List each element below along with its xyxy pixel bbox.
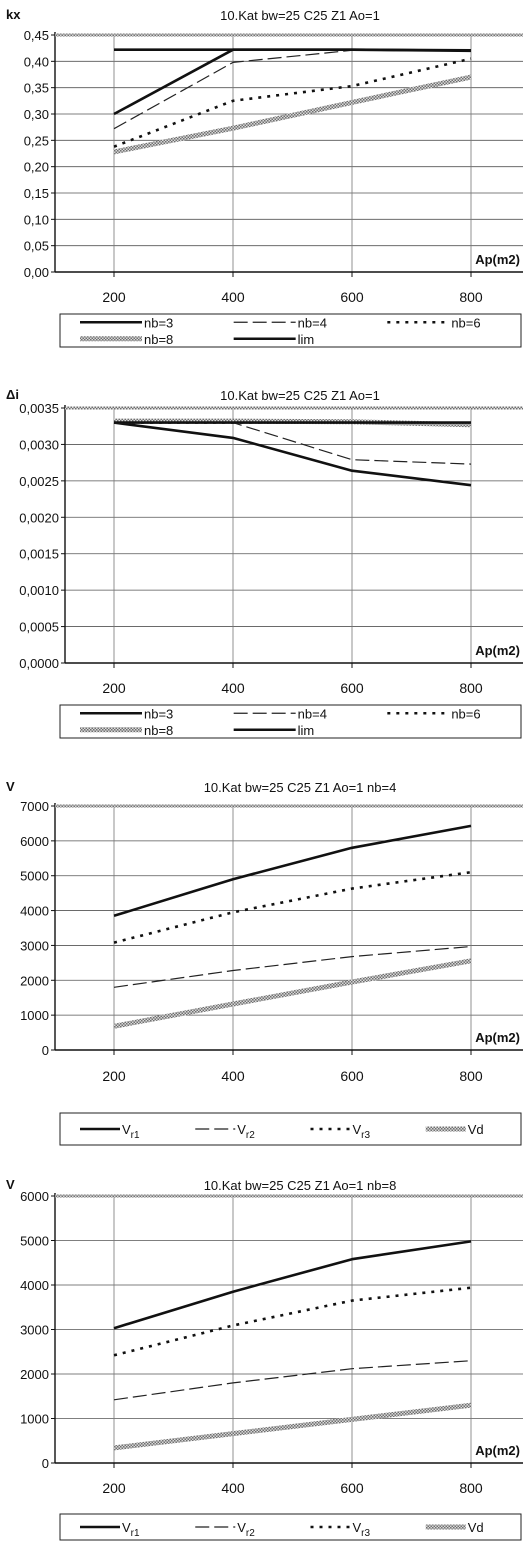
legend-label-4: nb=8 xyxy=(144,332,173,347)
series-line-3 xyxy=(113,1286,472,1357)
x-axis-label: Ap(m2) xyxy=(475,643,520,658)
x-tick-label: 600 xyxy=(340,1480,364,1496)
legend-label-1: nb=3 xyxy=(144,315,173,330)
y-tick-label: 0,00 xyxy=(24,265,49,280)
y-tick-label: 5000 xyxy=(20,869,49,884)
y-tick-label: 6000 xyxy=(20,834,49,849)
y-tick-label: 5000 xyxy=(20,1234,49,1249)
legend-label-4: Vd xyxy=(468,1520,484,1535)
legend-subscript: r3 xyxy=(361,1130,370,1141)
series-line-5 xyxy=(114,48,472,52)
x-tick-label: 400 xyxy=(221,680,245,696)
legend-label-4: Vd xyxy=(468,1122,484,1137)
y-axis-label: V xyxy=(6,1177,15,1192)
y-tick-label: 4000 xyxy=(20,904,49,919)
y-axis-label: V xyxy=(6,779,15,794)
y-tick-label: 1000 xyxy=(20,1008,49,1023)
y-tick-label: 0,05 xyxy=(24,239,49,254)
y-tick-label: 0,0015 xyxy=(19,547,59,562)
x-tick-label: 600 xyxy=(340,289,364,305)
series-line-1 xyxy=(113,421,472,487)
legend-label-4: nb=8 xyxy=(144,723,173,738)
y-tick-label: 7000 xyxy=(20,799,49,814)
series-line-1 xyxy=(113,824,472,918)
x-tick-label: 200 xyxy=(102,1480,126,1496)
chart-3: 10.Kat bw=25 C25 Z1 Ao=1 nb=4 V 0 1000 2000 3… xyxy=(6,779,523,1146)
x-axis-label: Ap(m2) xyxy=(475,252,520,267)
series-line-4 xyxy=(113,74,472,155)
legend-box xyxy=(59,313,522,348)
legend-label-1: nb=3 xyxy=(144,706,173,721)
y-tick-label: 0,0010 xyxy=(19,583,59,598)
x-tick-label: 800 xyxy=(459,1068,483,1084)
y-axis-label: Δi xyxy=(6,387,19,402)
series-line-2 xyxy=(113,945,472,988)
chart-title: 10.Kat bw=25 C25 Z1 Ao=1 nb=8 xyxy=(204,1178,397,1193)
x-tick-label: 800 xyxy=(459,1480,483,1496)
y-tick-label: 2000 xyxy=(20,1367,49,1382)
y-tick-label: 0,20 xyxy=(24,160,49,175)
y-tick-label: 2000 xyxy=(20,973,49,988)
y-tick-label: 4000 xyxy=(20,1278,49,1293)
series-line-3 xyxy=(113,870,472,944)
legend-box xyxy=(59,704,522,739)
y-tick-label: 0,0030 xyxy=(19,437,59,452)
y-tick-label: 0 xyxy=(42,1043,49,1058)
legend-label-5: lim xyxy=(298,723,315,738)
series-line-3 xyxy=(113,57,472,148)
legend-label-2: nb=4 xyxy=(298,706,327,721)
y-tick-label: 0,0035 xyxy=(19,401,59,416)
y-tick-label: 0,35 xyxy=(24,81,49,96)
y-tick-label: 0,0005 xyxy=(19,620,59,635)
x-tick-label: 200 xyxy=(102,289,126,305)
chart-2: 10.Kat bw=25 C25 Z1 Ao=1 Δi 0,0000 0,0005 0,… xyxy=(6,387,523,739)
y-tick-label: 1000 xyxy=(20,1412,49,1427)
series-line-1 xyxy=(113,48,472,116)
x-tick-label: 400 xyxy=(221,1480,245,1496)
legend-label-3: nb=6 xyxy=(451,706,480,721)
legend-label-2: nb=4 xyxy=(298,315,327,330)
legend-subscript: r2 xyxy=(246,1528,255,1539)
legend-subscript: r1 xyxy=(131,1528,140,1539)
x-tick-label: 200 xyxy=(102,680,126,696)
y-tick-label: 0,0025 xyxy=(19,474,59,489)
y-tick-label: 6000 xyxy=(20,1189,49,1204)
x-tick-label: 600 xyxy=(340,1068,364,1084)
y-tick-label: 0,15 xyxy=(24,186,49,201)
y-tick-label: 0,0000 xyxy=(19,656,59,671)
y-tick-label: 0,30 xyxy=(24,107,49,122)
series-line-4 xyxy=(113,1402,472,1451)
chart-4: 10.Kat bw=25 C25 Z1 Ao=1 nb=8 V 0 1000 2000 3… xyxy=(6,1177,523,1541)
x-tick-label: 200 xyxy=(102,1068,126,1084)
chart-1: 10.Kat bw=25 C25 Z1 Ao=1 kx 0,00 0,05 0,10 0,… xyxy=(6,7,523,348)
chart-title: 10.Kat bw=25 C25 Z1 Ao=1 xyxy=(220,388,380,403)
x-tick-label: 600 xyxy=(340,680,364,696)
series-line-4 xyxy=(113,958,472,1029)
x-tick-label: 400 xyxy=(221,289,245,305)
series-line-1 xyxy=(113,1240,472,1330)
y-tick-label: 0,45 xyxy=(24,28,49,43)
legend-label-5: lim xyxy=(298,332,315,347)
x-tick-label: 400 xyxy=(221,1068,245,1084)
y-tick-label: 0,10 xyxy=(24,212,49,227)
legend-label-3: nb=6 xyxy=(451,315,480,330)
y-tick-label: 0,40 xyxy=(24,54,49,69)
y-tick-label: 3000 xyxy=(20,1323,49,1338)
y-axis-label: kx xyxy=(6,7,21,22)
legend-subscript: r1 xyxy=(131,1130,140,1141)
chart-title: 10.Kat bw=25 C25 Z1 Ao=1 xyxy=(220,8,380,23)
x-tick-label: 800 xyxy=(459,289,483,305)
y-tick-label: 3000 xyxy=(20,938,49,953)
legend-subscript: r3 xyxy=(361,1528,370,1539)
x-axis-label: Ap(m2) xyxy=(475,1443,520,1458)
legend-subscript: r2 xyxy=(246,1130,255,1141)
chart-title: 10.Kat bw=25 C25 Z1 Ao=1 nb=4 xyxy=(204,780,397,795)
series-line-2 xyxy=(113,1360,472,1401)
y-tick-label: 0 xyxy=(42,1456,49,1471)
y-tick-label: 0,25 xyxy=(24,133,49,148)
x-tick-label: 800 xyxy=(459,680,483,696)
y-tick-label: 0,0020 xyxy=(19,510,59,525)
x-axis-label: Ap(m2) xyxy=(475,1030,520,1045)
